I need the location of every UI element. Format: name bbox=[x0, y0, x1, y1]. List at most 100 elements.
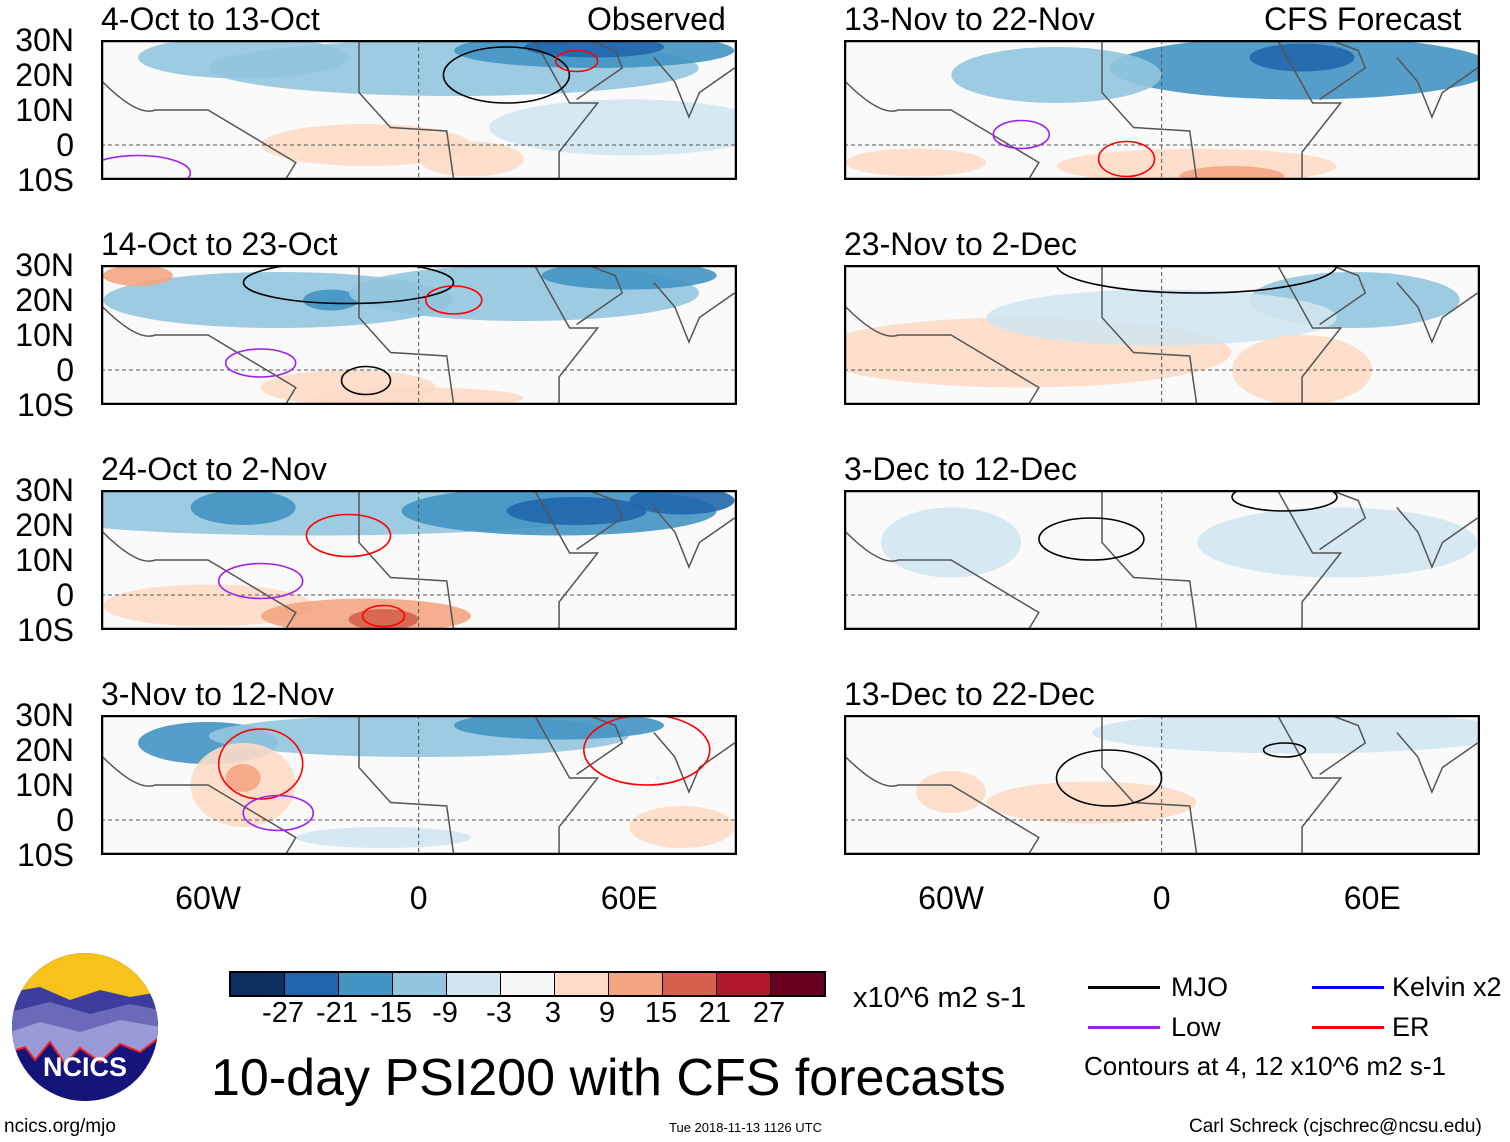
coastline bbox=[845, 756, 1040, 855]
lat-tick-label: 0 bbox=[56, 577, 74, 613]
anomaly-shading bbox=[225, 764, 261, 792]
panel-title: 3-Dec to 12-Dec bbox=[844, 451, 1077, 487]
coastline bbox=[102, 531, 297, 630]
map-panel bbox=[101, 715, 737, 855]
colorbar-swatch bbox=[501, 973, 555, 995]
anomaly-shading bbox=[348, 609, 419, 630]
anomaly-shading bbox=[506, 497, 647, 525]
lon-tick-label: 60W bbox=[175, 880, 241, 916]
anomaly-shading bbox=[418, 141, 524, 177]
anomaly-shading bbox=[102, 265, 173, 286]
wave-contour bbox=[424, 285, 483, 315]
colorbar bbox=[229, 971, 826, 997]
lat-tick-label: 10S bbox=[17, 162, 74, 198]
coastline bbox=[1101, 490, 1478, 630]
coastline bbox=[1101, 265, 1478, 405]
wave-contour bbox=[361, 604, 406, 628]
legend-line-er bbox=[1312, 1026, 1384, 1029]
wave-contour bbox=[554, 49, 599, 73]
anomaly-shading bbox=[629, 490, 735, 515]
legend-line-kelvin bbox=[1312, 986, 1384, 989]
lat-tick-label: 10S bbox=[17, 612, 74, 648]
wave-contour bbox=[992, 119, 1051, 150]
contour-note: Contours at 4, 12 x10^6 m2 s-1 bbox=[1084, 1051, 1446, 1081]
anomaly-shading bbox=[1179, 166, 1285, 180]
wave-contour bbox=[305, 513, 392, 558]
map-panel bbox=[101, 265, 737, 405]
wave-contour bbox=[224, 348, 297, 378]
anomaly-shading bbox=[524, 40, 665, 58]
map-panel bbox=[844, 715, 1480, 855]
legend-label-er: ER bbox=[1392, 1012, 1430, 1042]
coastline bbox=[845, 306, 1040, 405]
wave-contour bbox=[1055, 749, 1163, 807]
panel-title: 24-Oct to 2-Nov bbox=[101, 451, 327, 487]
panel-title: 14-Oct to 23-Oct bbox=[101, 226, 338, 262]
colorbar-tick-label: -9 bbox=[432, 997, 458, 1029]
colorbar-swatch bbox=[447, 973, 501, 995]
anomaly-shading bbox=[1197, 507, 1478, 578]
lat-tick-label: 30N bbox=[15, 247, 74, 283]
lat-tick-label: 0 bbox=[56, 802, 74, 838]
legend-label-mjo: MJO bbox=[1171, 972, 1228, 1002]
panel-title: 23-Nov to 2-Dec bbox=[844, 226, 1077, 262]
map-panel bbox=[844, 265, 1480, 405]
lat-tick-label: 20N bbox=[15, 732, 74, 768]
anomaly-shading bbox=[629, 806, 735, 848]
anomaly-shading bbox=[541, 265, 717, 290]
coastline bbox=[358, 40, 735, 180]
coastline bbox=[845, 531, 1040, 630]
wave-contour bbox=[217, 728, 304, 800]
coastline bbox=[1101, 40, 1478, 180]
wave-contour bbox=[1055, 265, 1338, 294]
logo-text: NCICS bbox=[43, 1052, 127, 1082]
panel-frame bbox=[101, 490, 737, 630]
observed-header: Observed bbox=[587, 1, 726, 37]
footer-timestamp: Tue 2018-11-13 1126 UTC bbox=[669, 1120, 822, 1135]
lat-tick-label: 10N bbox=[15, 92, 74, 128]
coastline bbox=[845, 81, 1040, 180]
wave-contour bbox=[1262, 742, 1307, 758]
panel-frame bbox=[844, 715, 1480, 855]
colorbar-tick-label: -15 bbox=[370, 997, 412, 1029]
lat-tick-label: 10N bbox=[15, 317, 74, 353]
colorbar-tick-label: 3 bbox=[544, 997, 562, 1029]
lat-tick-label: 20N bbox=[15, 57, 74, 93]
panel-title: 13-Dec to 22-Dec bbox=[844, 676, 1095, 712]
lat-tick-label: 30N bbox=[15, 22, 74, 58]
legend-label-kelvin: Kelvin x2 bbox=[1392, 972, 1502, 1002]
anomaly-shading bbox=[489, 99, 737, 156]
ncics-logo: NCICS bbox=[12, 953, 158, 1101]
coastline bbox=[102, 756, 297, 855]
anomaly-shading bbox=[296, 827, 472, 848]
panel-frame bbox=[101, 265, 737, 405]
colorbar-swatch bbox=[231, 973, 285, 995]
colorbar-tick-label: -27 bbox=[262, 997, 304, 1029]
footer-url[interactable]: ncics.org/mjo bbox=[4, 1116, 116, 1137]
anomaly-shading bbox=[1092, 715, 1480, 754]
forecast-header: CFS Forecast bbox=[1264, 1, 1462, 37]
lon-tick-label: 60W bbox=[918, 880, 984, 916]
footer-author: Carl Schreck (cjschrec@ncsu.edu) bbox=[1189, 1116, 1482, 1137]
colorbar-tick-label: 15 bbox=[644, 997, 678, 1029]
anomaly-shading bbox=[845, 148, 986, 177]
colorbar-tick-label: -21 bbox=[316, 997, 358, 1029]
coastline bbox=[358, 490, 735, 630]
lat-tick-label: 30N bbox=[15, 697, 74, 733]
wave-contour bbox=[1097, 140, 1156, 178]
anomaly-shading bbox=[103, 584, 314, 627]
lat-tick-label: 0 bbox=[56, 127, 74, 163]
map-panel bbox=[101, 490, 737, 630]
wave-contour bbox=[217, 562, 304, 600]
wave-contour bbox=[340, 365, 392, 396]
lat-tick-label: 20N bbox=[15, 282, 74, 318]
colorbar-swatch bbox=[555, 973, 609, 995]
wave-contour bbox=[583, 715, 711, 786]
wave-contour bbox=[442, 46, 571, 104]
colorbar-swatch bbox=[609, 973, 663, 995]
lat-tick-label: 10S bbox=[17, 387, 74, 423]
map-panel bbox=[844, 490, 1480, 630]
lat-tick-label: 20N bbox=[15, 507, 74, 543]
anomaly-shading bbox=[190, 490, 296, 525]
lat-tick-label: 0 bbox=[56, 352, 74, 388]
